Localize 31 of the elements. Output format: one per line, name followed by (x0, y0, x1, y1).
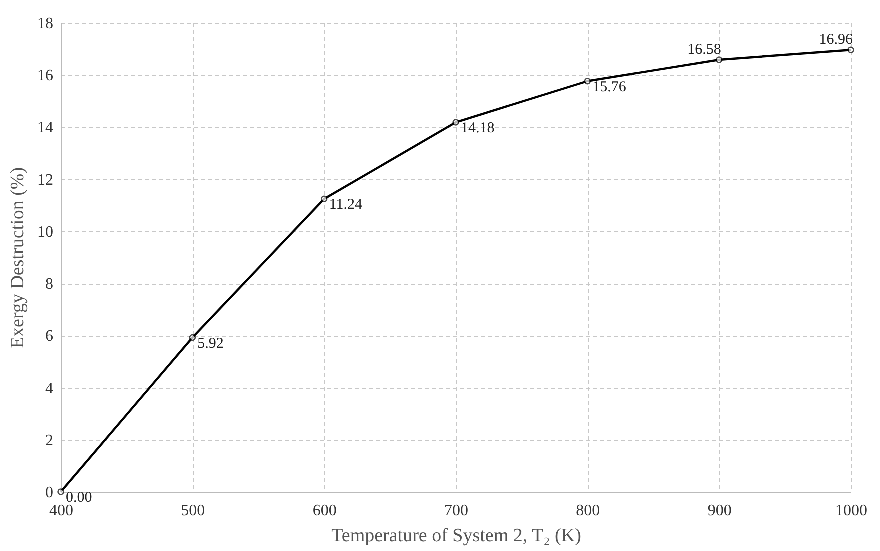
y-tick-label: 12 (38, 172, 54, 189)
point (189, 334, 196, 342)
y-tick-label: 10 (38, 224, 54, 241)
point (584, 78, 592, 85)
y-tick-label: 2 (46, 432, 54, 450)
data-label: 14.18 (461, 120, 495, 137)
y-tick-label: 16 (38, 68, 54, 85)
x-tick-label: 600 (312, 502, 337, 520)
point (320, 196, 328, 203)
point (848, 46, 854, 54)
point (716, 56, 723, 64)
data-label: 16.96 (819, 32, 854, 48)
y-tick-label: 8 (46, 276, 54, 294)
point (452, 119, 460, 126)
point (58, 488, 64, 496)
x-tick-label: 900 (708, 502, 732, 520)
y-tick-label: 4 (46, 380, 54, 398)
y-tick-label: 18 (38, 16, 54, 32)
data-label: 11.24 (329, 197, 364, 214)
x-tick-label: 500 (181, 502, 206, 520)
data-label: 16.58 (688, 42, 722, 58)
data-label: 15.76 (592, 79, 627, 96)
x-tick-label: 1000 (836, 502, 868, 520)
y-axis-title: Exergy Destruction (%) (8, 167, 28, 349)
y-tick-label: 14 (38, 120, 54, 137)
x-axis-title: Temperature of System 2, T₂ (K) (332, 526, 582, 546)
x-tick-label: 700 (444, 502, 468, 520)
y-tick-label: 0 (46, 484, 54, 502)
y-tick-label: 6 (46, 328, 54, 346)
x-tick-label: 800 (576, 502, 600, 520)
data-label: 5.92 (198, 336, 224, 352)
